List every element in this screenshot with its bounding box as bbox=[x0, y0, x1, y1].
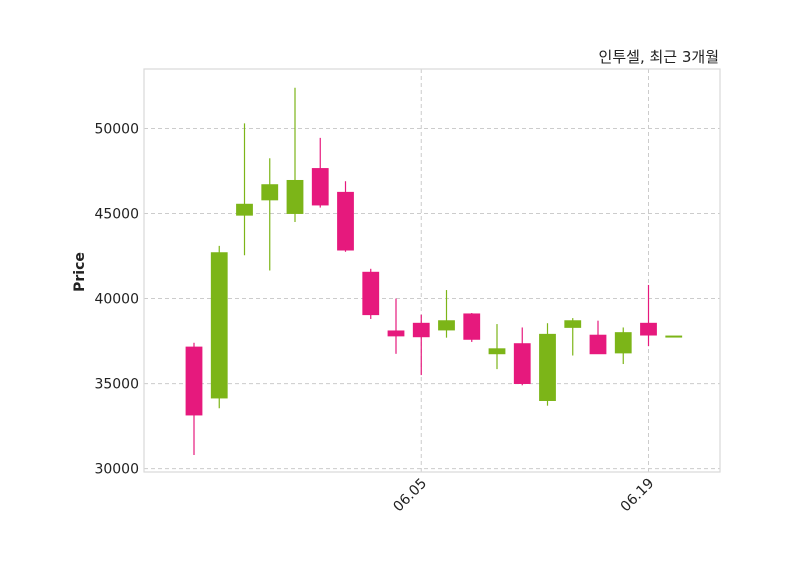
candle bbox=[589, 320, 607, 355]
candle-body bbox=[488, 348, 506, 355]
y-tick-label: 40000 bbox=[94, 292, 139, 308]
candle-body bbox=[438, 320, 455, 331]
candle-body bbox=[640, 322, 657, 336]
candle bbox=[665, 335, 683, 338]
candle-body bbox=[387, 330, 405, 337]
candle-body bbox=[463, 313, 481, 340]
candle bbox=[614, 327, 632, 365]
candle bbox=[261, 158, 279, 271]
candle-body bbox=[286, 179, 304, 214]
candle bbox=[640, 284, 657, 347]
candle-body bbox=[236, 203, 253, 216]
candle bbox=[564, 318, 582, 356]
plot-frame bbox=[143, 68, 721, 473]
candle bbox=[463, 313, 481, 342]
y-tick-label: 45000 bbox=[94, 207, 139, 223]
candle-body bbox=[311, 168, 329, 206]
y-tick-label: 50000 bbox=[94, 122, 139, 138]
candle-body bbox=[337, 191, 354, 251]
candle-body bbox=[362, 271, 380, 316]
y-tick-label: 30000 bbox=[94, 462, 139, 478]
candle bbox=[311, 137, 329, 208]
candle bbox=[539, 323, 556, 406]
candles bbox=[185, 87, 683, 455]
candle-body bbox=[185, 346, 203, 416]
grid-lines bbox=[144, 69, 720, 472]
candle-body bbox=[210, 252, 228, 399]
candle bbox=[210, 245, 228, 409]
candle bbox=[337, 181, 354, 252]
candle bbox=[438, 290, 455, 338]
candle bbox=[387, 298, 405, 354]
y-axis-ticks: 30000 35000 40000 45000 50000 bbox=[94, 122, 139, 478]
candle bbox=[236, 123, 253, 256]
candle bbox=[362, 268, 380, 319]
candle bbox=[513, 327, 531, 386]
candle-body bbox=[412, 322, 430, 338]
candle-body bbox=[261, 184, 279, 201]
candle bbox=[185, 342, 203, 455]
candle-body bbox=[564, 320, 582, 328]
candle-body bbox=[513, 343, 531, 384]
candle-body bbox=[539, 333, 556, 401]
candle-body bbox=[589, 334, 607, 355]
candle-body bbox=[614, 332, 632, 354]
y-axis-label: Price bbox=[72, 252, 88, 292]
candle bbox=[488, 324, 506, 370]
candle bbox=[286, 87, 304, 223]
y-tick-label: 35000 bbox=[94, 377, 139, 393]
chart-title: 인투셀, 최근 3개월 bbox=[599, 48, 719, 66]
candle-body bbox=[665, 335, 683, 338]
candle bbox=[412, 314, 430, 376]
